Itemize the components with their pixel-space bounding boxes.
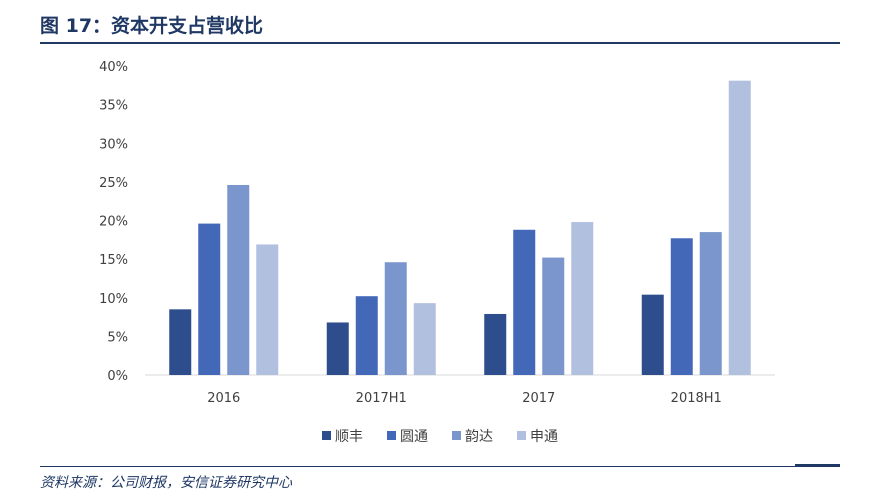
x-tick-label: 2017H1 bbox=[356, 391, 407, 406]
x-axis-labels: 2016 2017H1 2017 2018H1 bbox=[207, 391, 722, 406]
footer-accent bbox=[795, 464, 840, 467]
bar-2018H1-韵达 bbox=[699, 232, 722, 375]
y-tick-label: 20% bbox=[99, 215, 128, 230]
bar-2017-韵达 bbox=[542, 257, 565, 375]
y-tick-label: 25% bbox=[99, 176, 128, 191]
x-tick-label: 2016 bbox=[207, 391, 240, 406]
y-axis: 0% 5% 10% 15% 20% 25% 30% 35% 40% bbox=[99, 60, 128, 384]
legend-swatch bbox=[322, 431, 331, 440]
legend-label: 申通 bbox=[530, 429, 558, 445]
y-tick-label: 35% bbox=[99, 99, 128, 114]
footer-divider bbox=[40, 466, 840, 467]
y-tick-label: 5% bbox=[107, 330, 128, 345]
y-tick-label: 40% bbox=[99, 60, 128, 75]
bar-2017-申通 bbox=[571, 222, 594, 375]
bar-2018H1-申通 bbox=[728, 80, 751, 376]
bar-2017H1-顺丰 bbox=[326, 322, 349, 375]
legend-label: 顺丰 bbox=[335, 429, 363, 445]
y-tick-label: 30% bbox=[99, 137, 128, 152]
bars bbox=[169, 80, 751, 376]
bar-2016-顺丰 bbox=[169, 309, 192, 375]
bar-2016-韵达 bbox=[227, 184, 250, 375]
x-tick-label: 2018H1 bbox=[671, 391, 722, 406]
bar-2016-申通 bbox=[256, 244, 279, 375]
bar-2018H1-顺丰 bbox=[641, 294, 664, 375]
legend-swatch bbox=[387, 431, 396, 440]
bar-2017H1-申通 bbox=[413, 303, 436, 375]
bar-2017-圆通 bbox=[513, 229, 536, 375]
bar-2018H1-圆通 bbox=[670, 238, 693, 375]
x-tick-label: 2017 bbox=[522, 391, 555, 406]
y-tick-label: 10% bbox=[99, 292, 128, 307]
bar-2017H1-圆通 bbox=[355, 296, 378, 375]
figure-title: 图 17：资本开支占营收比 bbox=[40, 15, 264, 37]
y-tick-label: 0% bbox=[107, 369, 128, 384]
legend-label: 韵达 bbox=[465, 429, 493, 445]
y-tick-label: 15% bbox=[99, 253, 128, 268]
legend-swatch bbox=[517, 431, 526, 440]
legend-label: 圆通 bbox=[400, 429, 428, 445]
bar-2017H1-韵达 bbox=[384, 262, 407, 375]
legend: 顺丰 圆通 韵达 申通 bbox=[322, 429, 558, 445]
bar-2017-顺丰 bbox=[484, 313, 507, 375]
legend-swatch bbox=[452, 431, 461, 440]
title-divider bbox=[40, 42, 840, 44]
source-note: 资料来源：公司财报，安信证券研究中心 bbox=[40, 475, 292, 491]
bar-2016-圆通 bbox=[198, 223, 221, 375]
